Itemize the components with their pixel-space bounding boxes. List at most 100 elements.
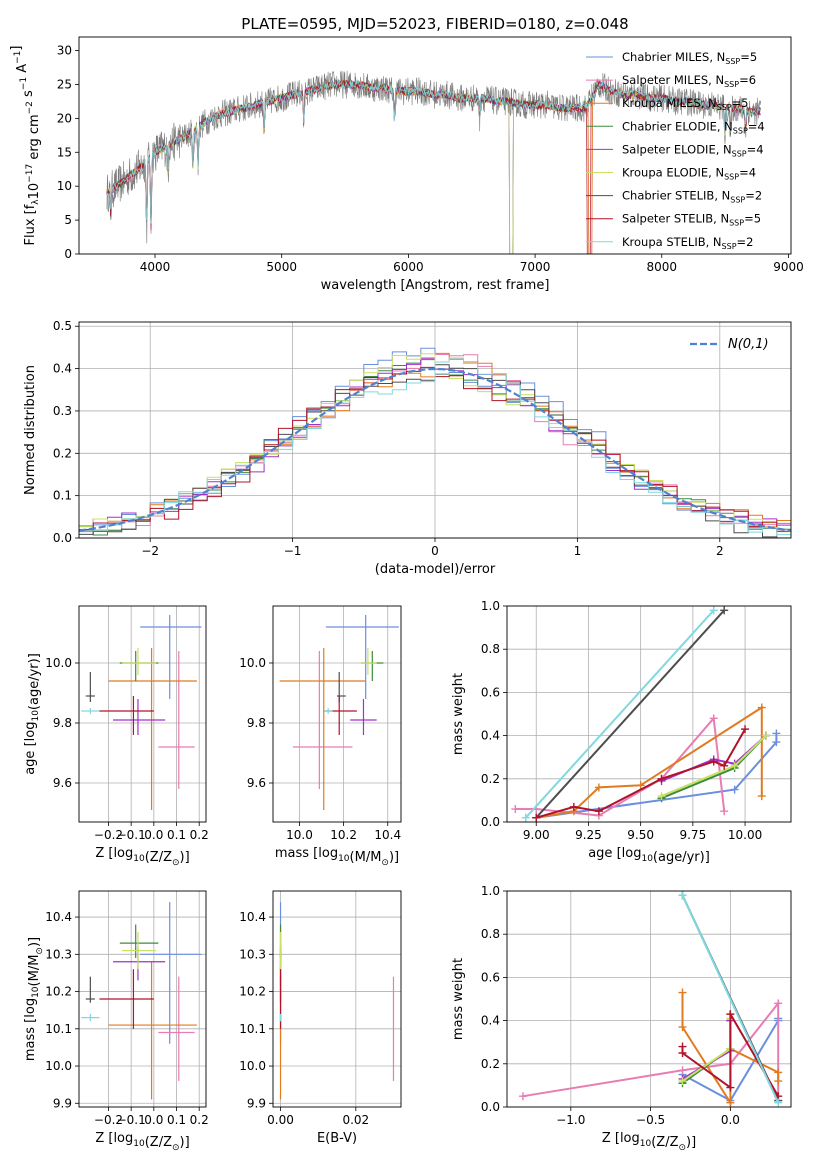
axes-mass-vs-ebv: 0.00 0.02 9.9 10.0 10.1 10.2 10.3 10.4 E(B-V) bbox=[239, 890, 402, 1146]
marker-salpeter-stelib bbox=[532, 813, 541, 822]
marker-chabrier-miles bbox=[730, 785, 739, 794]
label-part: log bbox=[23, 722, 38, 742]
axes-frame bbox=[506, 890, 792, 1108]
label-part: 10 bbox=[641, 854, 653, 864]
label-part: −1 bbox=[13, 51, 23, 64]
y-axis-label: mass weight bbox=[451, 673, 466, 755]
point-chabrier-stelib bbox=[85, 976, 95, 1003]
plot-area bbox=[279, 902, 395, 1100]
marker-salpeter-stelib bbox=[726, 1083, 735, 1092]
legend-text-part: Chabrier MILES, N bbox=[622, 50, 725, 64]
point-kroupa-elodie bbox=[361, 648, 377, 675]
y-tick-label: 0.0 bbox=[481, 815, 500, 829]
marker-kroupa-elodie bbox=[657, 792, 666, 801]
legend-text-part: =2 bbox=[737, 235, 754, 249]
legend-text-part: SSP bbox=[729, 219, 744, 228]
legend-text-part: Chabrier STELIB, N bbox=[622, 189, 730, 203]
x-axis-label: mass [log10(M/M⊙)] bbox=[275, 846, 399, 868]
series-kroupa-stelib bbox=[525, 609, 715, 819]
x-axis-label: E(B-V) bbox=[317, 1131, 357, 1146]
label-part: Normed distribution bbox=[23, 365, 38, 495]
marker-salpeter-stelib bbox=[720, 761, 729, 770]
y-tick-label: 5 bbox=[64, 213, 72, 227]
plot-area bbox=[106, 70, 761, 254]
marker-salpeter-miles bbox=[678, 1066, 687, 1075]
y-axis-label: Flux [fλ10−17 erg cm−2 s−1 A−1] bbox=[9, 46, 42, 246]
point-chabrier-miles bbox=[325, 615, 399, 699]
label-part: ] bbox=[394, 850, 399, 865]
legend-label-kroupa-stelib: Kroupa STELIB, NSSP=2 bbox=[622, 235, 753, 251]
point-salpeter-stelib bbox=[99, 696, 154, 735]
x-tick-label: 0.0 bbox=[144, 828, 163, 842]
x-tick-label: 0.00 bbox=[267, 1113, 294, 1127]
x-tick-label: 4000 bbox=[140, 260, 171, 274]
y-tick-label: 0.1 bbox=[53, 489, 72, 503]
label-part: mass weight bbox=[451, 673, 466, 755]
x-tick-label: −2 bbox=[141, 544, 159, 558]
marker-kroupa-miles bbox=[594, 783, 603, 792]
marker-kroupa-stelib bbox=[521, 813, 530, 822]
label-part: −2 bbox=[25, 101, 35, 114]
model-kroupa-stelib bbox=[106, 79, 761, 224]
y-tick-label: 0.0 bbox=[53, 531, 72, 545]
label-part: ⊙ bbox=[172, 1143, 180, 1153]
y-tick-label: 0.6 bbox=[481, 685, 500, 699]
label-part: ) bbox=[27, 942, 42, 947]
plot-area bbox=[79, 347, 791, 538]
y-tick-label: 15 bbox=[57, 145, 72, 159]
x-tick-label: 10.00 bbox=[728, 828, 762, 842]
label-part: log bbox=[23, 998, 38, 1018]
y-tick-label: 10.2 bbox=[239, 985, 266, 999]
point-salpeter-miles bbox=[292, 651, 353, 789]
legend-text-part: Salpeter STELIB, N bbox=[622, 212, 729, 226]
legend-text-part: =5 bbox=[744, 212, 761, 226]
marker-salpeter-stelib bbox=[726, 1010, 735, 1019]
marker-kroupa-elodie bbox=[730, 761, 739, 770]
y-tick-label: 0.2 bbox=[481, 1057, 500, 1071]
label-part: ] bbox=[9, 46, 24, 51]
legend-text-part: =4 bbox=[748, 119, 765, 133]
label-part: (age/yr)] bbox=[653, 850, 710, 865]
y-tick-label: 1.0 bbox=[481, 884, 500, 898]
x-axis-label: Z [log10(Z/Z⊙)] bbox=[95, 846, 189, 868]
legend-label-chabrier-stelib: Chabrier STELIB, NSSP=2 bbox=[622, 189, 762, 205]
y-tick-label: 0.5 bbox=[53, 319, 72, 333]
x-axis-label: Z [log10(Z/Z⊙)] bbox=[95, 1131, 189, 1153]
marker-kroupa-miles bbox=[678, 988, 687, 997]
plot-area bbox=[511, 606, 781, 822]
marker-kroupa-stelib bbox=[774, 1098, 783, 1107]
label-part: (M/M bbox=[350, 850, 382, 865]
point-chabrier-elodie bbox=[119, 651, 159, 681]
y-tick-label: 20 bbox=[57, 111, 72, 125]
legend-text-part: SSP bbox=[730, 196, 745, 205]
x-tick-label: 10.4 bbox=[374, 828, 401, 842]
y-tick-label: 9.6 bbox=[247, 776, 266, 790]
label-part: Z [ bbox=[602, 1131, 620, 1146]
axes-frame bbox=[78, 36, 792, 255]
point-chabrier-elodie bbox=[119, 924, 159, 959]
legend-text-part: =4 bbox=[747, 142, 764, 156]
marker-salpeter-miles bbox=[774, 999, 783, 1008]
x-tick-label: 9.00 bbox=[523, 828, 550, 842]
axes-mass-weight-vs-age: 9.00 9.25 9.50 9.75 10.00 0.0 0.2 0.4 0.6 0.8 1.0 a… bbox=[451, 599, 792, 865]
point-chabrier-miles bbox=[140, 902, 202, 1044]
axes-frame bbox=[78, 605, 207, 823]
x-tick-label: 10.2 bbox=[330, 828, 357, 842]
figure-title: PLATE=0595, MJD=52023, FIBERID=0180, z=0… bbox=[241, 15, 628, 33]
y-tick-label: 10.4 bbox=[45, 910, 72, 924]
label-part: s bbox=[21, 90, 36, 101]
label-part: 10 bbox=[27, 183, 42, 200]
y-axis-label: Normed distribution bbox=[23, 365, 38, 495]
point-kroupa-stelib bbox=[81, 1013, 100, 1022]
label-part: (Z/Z bbox=[145, 850, 172, 865]
plot-area bbox=[518, 891, 783, 1107]
marker-chabrier-stelib bbox=[720, 606, 729, 615]
y-tick-label: 1.0 bbox=[481, 599, 500, 613]
label-part: log bbox=[113, 846, 133, 861]
label-part: Flux [f bbox=[23, 204, 38, 245]
axes-age-vs-mass: 10.0 10.2 10.4 9.6 9.8 10.0 mass [log10(M/M⊙)] bbox=[239, 605, 402, 868]
legend-text-part: =5 bbox=[732, 96, 749, 110]
axes-frame bbox=[506, 605, 792, 823]
legend-text-part: Kroupa STELIB, N bbox=[622, 235, 722, 249]
y-axis-label: mass [log10(M/M⊙)] bbox=[23, 937, 45, 1061]
